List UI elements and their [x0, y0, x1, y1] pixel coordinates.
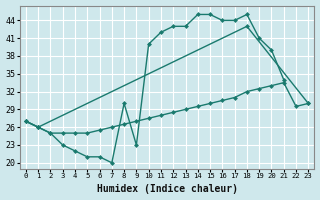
X-axis label: Humidex (Indice chaleur): Humidex (Indice chaleur)	[97, 184, 237, 194]
